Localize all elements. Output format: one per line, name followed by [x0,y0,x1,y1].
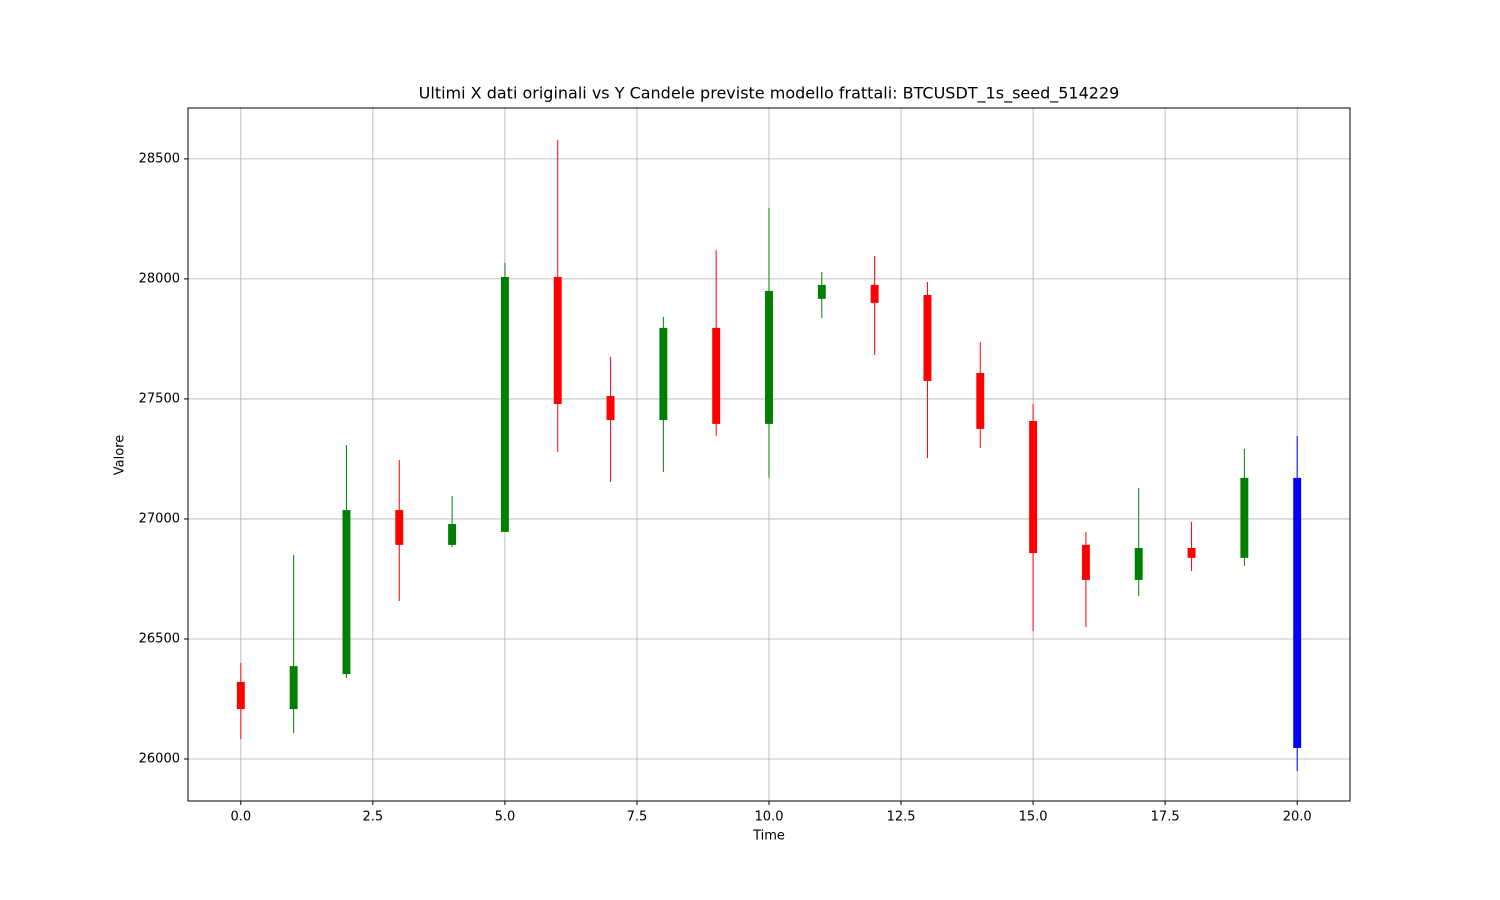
y-tick-label: 28000 [139,271,180,286]
y-tick-label: 26500 [139,631,180,646]
candle-body [712,327,721,424]
candle-body [1134,547,1143,580]
candle-body [553,276,562,404]
x-tick-label: 12.5 [887,810,916,825]
candle-body [765,290,773,424]
x-tick-label: 5.0 [495,810,516,825]
candle-body [606,396,615,421]
x-tick-label: 20.0 [1283,810,1312,825]
candle-body [395,510,404,545]
chart-title: Ultimi X dati originali vs Y Candele pre… [419,84,1120,104]
candle-body [289,666,298,710]
candle-body [817,284,826,299]
candle-body [976,373,985,429]
y-tick-label: 27000 [139,511,180,526]
x-tick-label: 10.0 [755,810,784,825]
x-tick-label: 2.5 [363,810,384,825]
candle-body [342,510,351,675]
candle-body [923,294,932,381]
x-axis-label: Time [752,829,785,844]
candle-body [659,327,668,421]
candle-body [1240,477,1249,558]
x-tick-label: 0.0 [230,810,251,825]
candle-body [236,681,245,710]
x-tick-label: 15.0 [1019,810,1048,825]
candle-body [1187,547,1196,558]
x-tick-label: 7.5 [627,810,648,825]
plot-frame [187,107,1351,802]
candle-body [500,276,509,532]
candle-body [1029,421,1038,554]
candle-body [1081,544,1090,580]
y-tick-label: 26000 [139,751,180,766]
x-tick-label: 17.5 [1151,810,1180,825]
y-tick-label: 27500 [139,391,180,406]
candle-body [1293,477,1302,748]
y-tick-label: 28500 [139,151,180,166]
y-axis-label: Valore [113,435,128,475]
candle-body [448,523,457,545]
candle-body [870,284,879,303]
